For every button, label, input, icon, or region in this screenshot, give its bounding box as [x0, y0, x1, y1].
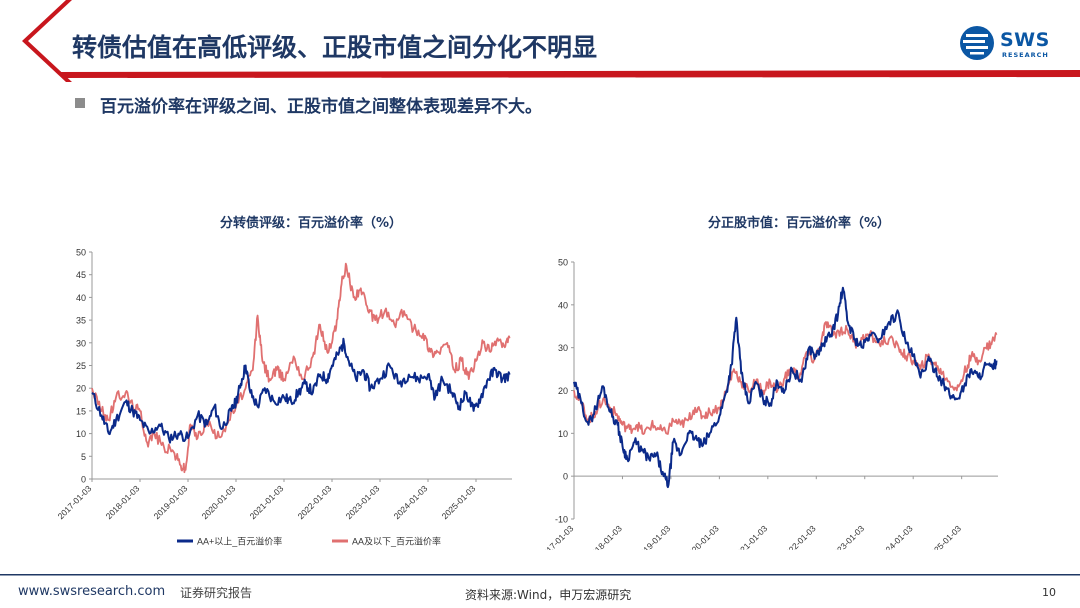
y-tick-label: 20: [76, 384, 86, 394]
x-tick-label: 2018-01-03: [104, 483, 142, 521]
chart-right: -10 0 10 20 30 40 50 2017-01-03 2018-01-03 2019-0…: [540, 258, 998, 550]
header-banner: [22, 0, 1080, 82]
y-tick-label: 50: [558, 258, 568, 268]
page-number: 10: [1042, 586, 1056, 599]
header-red-bottom-rule: [58, 70, 1080, 78]
bullet-marker: [75, 98, 85, 108]
x-tick-label: 2022-01-03: [780, 523, 818, 550]
x-tick-label: 2025-01-03: [440, 483, 478, 521]
chart-right-title: 分正股市值：百元溢价率（%）: [708, 216, 891, 231]
series-line-0: [573, 286, 998, 489]
y-tick-label: 35: [76, 316, 86, 326]
logo-text: SWS: [1000, 29, 1050, 51]
chart-left-title: 分转债评级：百元溢价率（%）: [220, 216, 403, 231]
series-line-0: [91, 337, 511, 444]
y-tick-label: 15: [76, 406, 86, 416]
x-tick-label: 2017-01-03: [56, 483, 94, 521]
footer-url[interactable]: www.swsresearch.com: [18, 584, 166, 599]
logo-subtext: RESEARCH: [1002, 51, 1049, 59]
footer-source: 资料来源:Wind，申万宏源研究: [465, 588, 632, 602]
x-tick-label: 2022-01-03: [296, 483, 334, 521]
y-tick-label: 10: [558, 429, 568, 439]
x-tick-label: 2021-01-03: [248, 483, 286, 521]
y-tick-label: 45: [76, 270, 86, 280]
y-tick-label: -10: [555, 515, 568, 525]
footer-rule: [0, 574, 1080, 576]
y-tick-label: 25: [76, 361, 86, 371]
x-tick-label: 2020-01-03: [683, 523, 721, 550]
x-tick-label: 2019-01-03: [635, 523, 673, 550]
page-title: 转债估值在高低评级、正股市值之间分化不明显: [72, 33, 598, 62]
x-tick-label: 2021-01-03: [731, 523, 769, 550]
y-tick-label: 30: [558, 343, 568, 353]
y-tick-label: 0: [81, 475, 86, 485]
y-tick-label: 0: [563, 472, 568, 482]
globe-icon: [960, 26, 994, 60]
x-tick-label: 2020-01-03: [200, 483, 238, 521]
x-tick-label: 2023-01-03: [344, 483, 382, 521]
y-tick-label: 10: [76, 429, 86, 439]
x-tick-label: 2018-01-03: [586, 523, 624, 550]
x-tick-label: 2017-01-03: [540, 523, 576, 550]
x-tick-label: 2024-01-03: [392, 483, 430, 521]
x-tick-label: 2024-01-03: [877, 523, 915, 550]
y-tick-label: 50: [76, 248, 86, 258]
y-tick-label: 20: [558, 386, 568, 396]
series-line-1: [573, 321, 998, 435]
series-line-1: [91, 262, 511, 474]
x-tick-label: 2023-01-03: [828, 523, 866, 550]
bullet-text: 百元溢价率在评级之间、正股市值之间整体表现差异不大。: [100, 97, 542, 117]
y-tick-label: 40: [76, 293, 86, 303]
footer-subtitle: 证券研究报告: [180, 586, 253, 600]
y-tick-label: 40: [558, 300, 568, 310]
legend-label-0: AA+以上_百元溢价率: [197, 536, 282, 547]
legend-label-1: AA及以下_百元溢价率: [352, 536, 441, 547]
x-tick-label: 2025-01-03: [925, 523, 963, 550]
y-tick-label: 30: [76, 338, 86, 348]
chart-left: 0 5 10 15 20 25 30 35 40 45 50 2017-01-03 2018-01-03…: [56, 248, 512, 547]
y-tick-label: 5: [81, 452, 86, 462]
x-tick-label: 2019-01-03: [152, 483, 190, 521]
